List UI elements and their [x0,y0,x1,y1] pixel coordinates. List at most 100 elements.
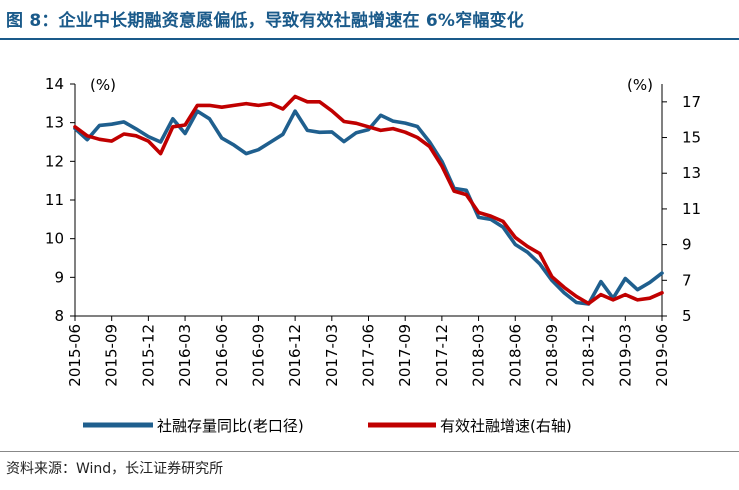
data-point-series-2 [514,236,516,238]
data-point-series-1 [380,114,382,116]
data-point-series-1 [221,137,223,139]
data-point-series-1 [600,280,602,282]
data-point-series-1 [502,226,504,228]
data-point-series-1 [404,122,406,124]
data-point-series-1 [465,189,467,191]
series-line-2 [73,94,664,306]
data-point-series-2 [404,131,406,133]
right-tick-label: 9 [682,236,692,254]
data-point-series-2 [343,120,345,122]
data-point-series-2 [587,302,589,304]
right-tick-label: 15 [682,129,701,147]
x-tick-label: 2017-09 [396,324,414,387]
data-point-series-2 [428,145,430,147]
data-point-series-2 [98,138,100,140]
data-point-series-2 [355,122,357,124]
data-point-series-1 [184,132,186,134]
data-point-series-2 [575,295,577,297]
data-point-series-1 [123,121,125,123]
data-point-series-1 [477,216,479,218]
data-point-series-1 [111,123,113,125]
data-point-series-1 [270,141,272,143]
x-tick-label: 2017-12 [433,324,451,387]
footer-divider [0,451,739,452]
x-tick-label: 2018-03 [470,324,488,387]
x-tick-label: 2019-06 [653,324,671,387]
data-point-series-1 [159,141,161,143]
right-tick-label: 17 [682,93,701,111]
data-point-series-1 [526,251,528,253]
right-tick-label: 5 [682,307,692,325]
x-tick-label: 2018-12 [580,324,598,387]
data-point-series-1 [196,110,198,112]
data-point-series-1 [624,277,626,279]
data-point-series-2 [636,299,638,301]
data-point-series-1 [392,120,394,122]
data-point-series-2 [245,102,247,104]
data-point-series-1 [257,149,259,151]
data-point-series-2 [380,129,382,131]
left-tick-label: 13 [45,114,64,132]
data-point-series-2 [135,135,137,137]
data-point-series-1 [135,128,137,130]
right-tick-label: 13 [682,164,701,182]
data-point-series-2 [123,133,125,135]
data-point-series-2 [233,104,235,106]
data-point-series-2 [282,108,284,110]
left-tick-label: 9 [54,268,64,286]
data-point-series-2 [111,140,113,142]
left-axis-unit-label: (%) [90,76,116,94]
data-point-series-2 [331,110,333,112]
x-tick-label: 2018-06 [506,324,524,387]
line-chart: 8 9 10 11 12 13 14 5 7 9 11 13 15 17 2015-06 2015-09 201… [45,75,701,435]
left-tick-label: 8 [54,307,64,325]
data-point-series-2 [477,211,479,213]
data-point-series-2 [318,101,320,103]
data-point-series-2 [526,245,528,247]
left-tick-label: 14 [45,75,64,93]
data-point-series-2 [208,104,210,106]
left-tick-label: 10 [45,230,64,248]
data-point-series-1 [306,129,308,131]
data-point-series-2 [392,127,394,129]
data-point-series-2 [367,126,369,128]
data-point-series-2 [172,126,174,128]
data-point-series-2 [563,286,565,288]
data-point-series-2 [257,104,259,106]
data-point-series-1 [539,263,541,265]
data-point-series-2 [441,165,443,167]
data-point-series-1 [233,144,235,146]
data-point-series-1 [575,301,577,303]
data-point-series-1 [294,110,296,112]
data-point-series-2 [74,126,76,128]
data-point-series-1 [343,140,345,142]
data-point-series-2 [600,293,602,295]
x-tick-label: 2015-12 [139,324,157,387]
x-tick-label: 2016-12 [286,324,304,387]
right-tick-label: 7 [682,271,692,289]
chart-legend: 社融存量同比(老口径) 有效社融增速(右轴) [83,417,572,435]
right-axis-unit-label: (%) [627,76,653,94]
legend-label-series-1: 社融存量同比(老口径) [157,417,304,435]
x-tick-label: 2015-09 [103,324,121,387]
data-point-series-2 [539,252,541,254]
data-point-series-2 [221,106,223,108]
data-point-series-1 [416,125,418,127]
data-point-series-2 [661,292,663,294]
data-point-series-2 [649,297,651,299]
data-point-series-1 [318,131,320,133]
chart-axes: 8 9 10 11 12 13 14 5 7 9 11 13 15 17 2015-06 2015-09 201… [45,75,701,387]
x-tick-label: 2017-06 [360,324,378,387]
source-note: 资料来源：Wind，长江证券研究所 [6,461,224,477]
data-point-series-1 [147,135,149,137]
data-point-series-1 [355,132,357,134]
data-point-series-1 [428,141,430,143]
data-point-series-2 [624,293,626,295]
x-tick-label: 2016-09 [249,324,267,387]
x-tick-label: 2017-03 [323,324,341,387]
chart-series [73,94,664,306]
x-tick-label: 2019-03 [616,324,634,387]
data-point-series-1 [514,243,516,245]
data-point-series-2 [490,215,492,217]
x-tick-label: 2016-06 [213,324,231,387]
